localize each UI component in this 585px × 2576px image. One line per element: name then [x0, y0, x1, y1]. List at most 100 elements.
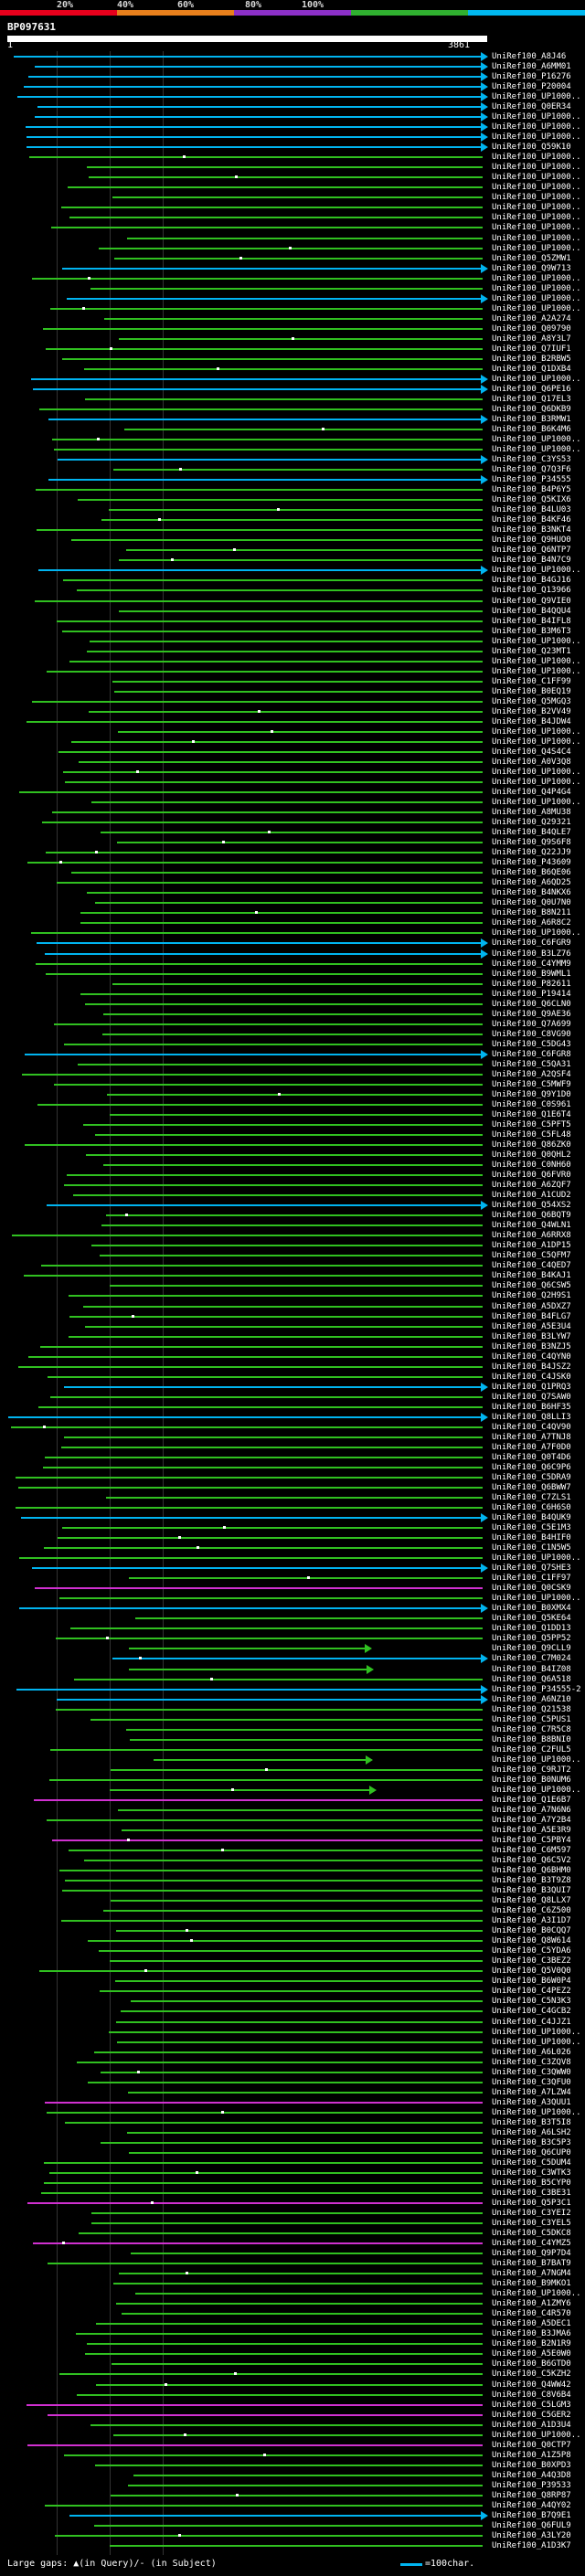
hit-bar[interactable]: [67, 298, 483, 300]
hit-link[interactable]: UniRef100_B3LZ76: [492, 949, 571, 959]
hit-link[interactable]: UniRef100_A1ZMY6: [492, 2299, 571, 2308]
hit-bar[interactable]: [54, 1084, 483, 1086]
hit-link[interactable]: UniRef100_B4IFL8: [492, 617, 571, 626]
hit-link[interactable]: UniRef100_Q29321: [492, 818, 571, 827]
hit-link[interactable]: UniRef100_Q6BWW7: [492, 1483, 571, 1492]
hit-bar[interactable]: [50, 308, 483, 310]
hit-bar[interactable]: [41, 1265, 483, 1267]
hit-link[interactable]: UniRef100_A7Y2B4: [492, 1816, 571, 1825]
hit-link[interactable]: UniRef100_Q6DKB9: [492, 405, 571, 414]
hit-bar[interactable]: [77, 2394, 483, 2396]
hit-link[interactable]: UniRef100_C4JSK0: [492, 1373, 571, 1382]
hit-bar[interactable]: [100, 1255, 483, 1256]
hit-link[interactable]: UniRef100_B3T5I8: [492, 2118, 571, 2127]
hit-link[interactable]: UniRef100_Q8LLX7: [492, 1896, 571, 1905]
hit-bar[interactable]: [85, 2353, 483, 2355]
hit-link[interactable]: UniRef100_Q0ER34: [492, 102, 571, 111]
hit-link[interactable]: UniRef100_C4JJZ1: [492, 2018, 571, 2027]
hit-link[interactable]: UniRef100_UP1000..: [492, 445, 581, 454]
hit-link[interactable]: UniRef100_C4QYN0: [492, 1352, 571, 1362]
hit-link[interactable]: UniRef100_B3RMW1: [492, 415, 571, 424]
hit-bar[interactable]: [118, 731, 483, 733]
hit-bar[interactable]: [58, 459, 483, 461]
hit-link[interactable]: UniRef100_Q9W713: [492, 264, 571, 273]
hit-link[interactable]: UniRef100_B4GJ16: [492, 576, 571, 585]
hit-link[interactable]: UniRef100_B4LU03: [492, 505, 571, 514]
hit-link[interactable]: UniRef100_C3BEZ2: [492, 1956, 571, 1966]
hit-bar[interactable]: [124, 429, 483, 430]
hit-link[interactable]: UniRef100_UP1000..: [492, 798, 581, 807]
hit-bar[interactable]: [69, 1850, 483, 1851]
hit-link[interactable]: UniRef100_P82611: [492, 980, 571, 989]
hit-link[interactable]: UniRef100_B6W0P4: [492, 1977, 571, 1986]
hit-link[interactable]: UniRef100_UP1000..: [492, 193, 581, 202]
hit-bar[interactable]: [85, 1003, 483, 1005]
hit-link[interactable]: UniRef100_UP1000..: [492, 737, 581, 747]
hit-link[interactable]: UniRef100_UP1000..: [492, 657, 581, 666]
hit-bar[interactable]: [50, 1749, 483, 1751]
hit-link[interactable]: UniRef100_Q54XS2: [492, 1201, 571, 1210]
hit-bar[interactable]: [21, 1517, 483, 1519]
hit-link[interactable]: UniRef100_A7TNJ8: [492, 1433, 571, 1442]
hit-bar[interactable]: [111, 1900, 483, 1902]
hit-link[interactable]: UniRef100_UP1000..: [492, 727, 581, 737]
hit-bar[interactable]: [27, 862, 483, 864]
hit-link[interactable]: UniRef100_UP1000..: [492, 153, 581, 162]
hit-bar[interactable]: [117, 842, 483, 843]
hit-bar[interactable]: [101, 1224, 483, 1226]
hit-link[interactable]: UniRef100_B3JMA6: [492, 2329, 571, 2338]
hit-link[interactable]: UniRef100_UP1000..: [492, 637, 581, 646]
hit-link[interactable]: UniRef100_Q17EL3: [492, 395, 571, 404]
hit-link[interactable]: UniRef100_B3LYW7: [492, 1332, 571, 1341]
hit-bar[interactable]: [55, 2535, 483, 2537]
hit-bar[interactable]: [35, 600, 483, 602]
hit-link[interactable]: UniRef100_A6QD25: [492, 878, 571, 887]
hit-bar[interactable]: [103, 1013, 483, 1015]
hit-link[interactable]: UniRef100_C6H6S0: [492, 1503, 571, 1512]
hit-bar[interactable]: [25, 1144, 483, 1146]
hit-link[interactable]: UniRef100_C7R5C8: [492, 1725, 571, 1734]
hit-bar[interactable]: [86, 1154, 483, 1156]
hit-link[interactable]: UniRef100_C0S961: [492, 1100, 571, 1109]
hit-link[interactable]: UniRef100_P34555-2: [492, 1685, 581, 1694]
hit-bar[interactable]: [116, 2021, 483, 2023]
hit-bar[interactable]: [114, 691, 483, 693]
hit-bar[interactable]: [44, 2182, 483, 2184]
hit-bar[interactable]: [131, 2253, 483, 2254]
hit-bar[interactable]: [54, 449, 483, 451]
hit-link[interactable]: UniRef100_C5LGM3: [492, 2401, 571, 2410]
hit-link[interactable]: UniRef100_B3NZJ5: [492, 1342, 571, 1352]
hit-link[interactable]: UniRef100_C3WTK3: [492, 2168, 571, 2178]
hit-link[interactable]: UniRef100_B3QUI7: [492, 1886, 571, 1895]
hit-link[interactable]: UniRef100_Q7SAW0: [492, 1393, 571, 1402]
hit-bar[interactable]: [57, 1699, 483, 1701]
hit-link[interactable]: UniRef100_Q9HUO0: [492, 535, 571, 545]
hit-link[interactable]: UniRef100_A5DEC1: [492, 2319, 571, 2328]
hit-link[interactable]: UniRef100_B0XPD3: [492, 2461, 571, 2470]
hit-bar[interactable]: [94, 2051, 483, 2053]
hit-bar[interactable]: [45, 953, 483, 955]
hit-link[interactable]: UniRef100_B0XMX4: [492, 1604, 571, 1613]
hit-link[interactable]: UniRef100_UP1000..: [492, 213, 581, 222]
hit-bar[interactable]: [64, 2454, 483, 2456]
hit-link[interactable]: UniRef100_C3YEI2: [492, 2209, 571, 2218]
hit-bar[interactable]: [58, 1537, 483, 1539]
hit-bar[interactable]: [84, 368, 483, 370]
hit-link[interactable]: UniRef100_Q23MT1: [492, 647, 571, 656]
hit-bar[interactable]: [31, 932, 483, 934]
hit-bar[interactable]: [77, 589, 483, 591]
hit-link[interactable]: UniRef100_A3QUU1: [492, 2098, 571, 2107]
hit-link[interactable]: UniRef100_Q13966: [492, 586, 571, 595]
hit-bar[interactable]: [112, 681, 483, 683]
hit-bar[interactable]: [62, 1527, 483, 1529]
hit-link[interactable]: UniRef100_UP1000..: [492, 768, 581, 777]
hit-link[interactable]: UniRef100_Q5P3C1: [492, 2199, 571, 2208]
hit-link[interactable]: UniRef100_C5DUM4: [492, 2158, 571, 2168]
hit-link[interactable]: UniRef100_UP1000..: [492, 92, 581, 101]
hit-link[interactable]: UniRef100_B4HIF0: [492, 1533, 571, 1542]
hit-link[interactable]: UniRef100_Q6BHM0: [492, 1866, 571, 1875]
hit-link[interactable]: UniRef100_C7M024: [492, 1654, 571, 1663]
hit-bar[interactable]: [69, 217, 483, 218]
hit-link[interactable]: UniRef100_Q1DXB4: [492, 365, 571, 374]
hit-link[interactable]: UniRef100_C4YMZ5: [492, 2239, 571, 2248]
